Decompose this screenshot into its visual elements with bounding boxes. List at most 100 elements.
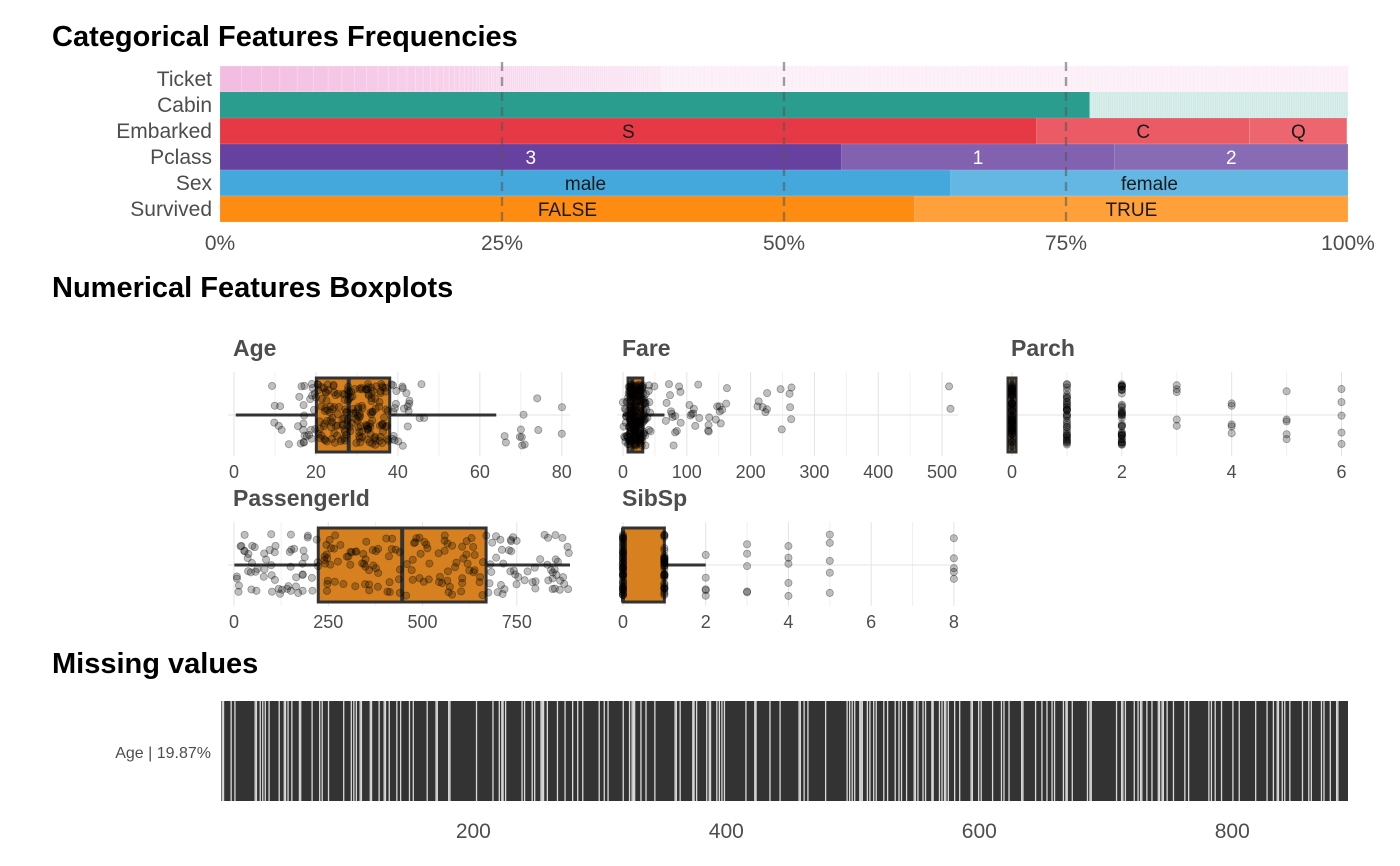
data-point bbox=[296, 439, 305, 448]
data-point bbox=[1008, 384, 1017, 393]
missing-value-mark bbox=[905, 701, 908, 801]
segment-bar bbox=[488, 65, 492, 93]
segment-bar bbox=[1122, 65, 1124, 93]
segment-bar bbox=[1169, 65, 1172, 93]
data-point bbox=[531, 584, 540, 593]
data-point bbox=[410, 539, 419, 548]
data-point bbox=[619, 555, 628, 564]
data-point bbox=[1008, 387, 1017, 396]
data-point bbox=[1062, 397, 1071, 406]
data-point bbox=[501, 438, 510, 447]
data-point bbox=[1062, 394, 1071, 403]
missing-value-mark bbox=[1151, 701, 1153, 801]
data-point bbox=[435, 572, 444, 581]
tick-label: 100 bbox=[672, 462, 702, 482]
segment-bar bbox=[778, 65, 781, 93]
categorical-title: Categorical Features Frequencies bbox=[52, 21, 518, 53]
missing-value-mark bbox=[1086, 701, 1089, 801]
data-point bbox=[630, 416, 639, 425]
segment-bar bbox=[1330, 65, 1333, 93]
data-point bbox=[317, 402, 326, 411]
data-point bbox=[619, 588, 628, 597]
data-point bbox=[390, 404, 399, 413]
missing-value-mark bbox=[1162, 701, 1164, 801]
segment-bar bbox=[1288, 92, 1290, 118]
data-point bbox=[619, 541, 628, 550]
data-point bbox=[639, 428, 648, 437]
data-point bbox=[284, 582, 293, 591]
data-point bbox=[631, 386, 640, 395]
segment-bar bbox=[856, 65, 859, 93]
data-point bbox=[660, 557, 669, 566]
data-point bbox=[405, 399, 414, 408]
data-point bbox=[338, 415, 347, 424]
data-point bbox=[358, 433, 367, 442]
data-point bbox=[776, 385, 785, 394]
data-point bbox=[459, 554, 468, 563]
row-label: Embarked bbox=[116, 120, 212, 143]
segment-bar bbox=[698, 65, 701, 93]
data-point bbox=[634, 391, 643, 400]
data-point bbox=[247, 559, 256, 568]
data-point bbox=[1008, 422, 1017, 431]
row-label: Sex bbox=[176, 172, 213, 195]
segment-bar bbox=[1243, 65, 1246, 93]
segment-bar bbox=[261, 65, 281, 93]
segment-bar bbox=[985, 65, 988, 93]
data-point bbox=[367, 394, 376, 403]
segment-bar bbox=[894, 65, 897, 93]
segment-bar bbox=[720, 65, 722, 93]
data-point bbox=[1117, 382, 1126, 391]
segment-bar bbox=[625, 65, 629, 93]
segment-bar bbox=[759, 65, 762, 93]
data-point bbox=[394, 437, 403, 446]
segment-bar bbox=[767, 65, 770, 93]
missing-value-mark bbox=[723, 701, 726, 801]
data-point bbox=[360, 559, 369, 568]
data-point bbox=[311, 425, 320, 434]
segment-bar bbox=[479, 65, 484, 93]
segment-bar bbox=[1216, 92, 1218, 118]
data-point bbox=[695, 414, 704, 423]
segment-bar bbox=[1109, 65, 1112, 93]
segment-bar bbox=[940, 65, 943, 93]
missing-value-mark bbox=[572, 701, 574, 801]
data-point bbox=[1227, 429, 1236, 438]
missing-value-mark bbox=[1289, 701, 1291, 801]
segment-bar bbox=[581, 65, 584, 93]
data-point bbox=[440, 531, 449, 540]
segment-bar bbox=[1346, 92, 1348, 118]
missing-value-mark bbox=[716, 701, 718, 801]
data-point bbox=[378, 419, 387, 428]
panel-title: Age bbox=[233, 335, 276, 361]
data-point bbox=[484, 588, 493, 597]
data-point bbox=[634, 385, 643, 394]
segment-bar bbox=[1031, 65, 1034, 93]
segment-bar bbox=[904, 65, 906, 93]
data-point bbox=[536, 555, 545, 564]
data-point bbox=[415, 414, 424, 423]
tick-label: 60 bbox=[470, 462, 490, 482]
data-point bbox=[619, 563, 628, 572]
data-point bbox=[371, 436, 380, 445]
data-point bbox=[1008, 426, 1017, 435]
segment-bar bbox=[493, 65, 497, 93]
data-point bbox=[631, 411, 640, 420]
data-point bbox=[635, 432, 644, 441]
data-point bbox=[1227, 420, 1236, 429]
data-point bbox=[1062, 380, 1071, 389]
data-point bbox=[349, 409, 358, 418]
data-point bbox=[404, 407, 413, 416]
freq-row-embarked: Embarked S C Q bbox=[116, 117, 1348, 145]
segment-bar bbox=[495, 65, 499, 93]
data-point bbox=[240, 547, 249, 556]
data-point bbox=[378, 427, 387, 436]
segment-bar bbox=[1002, 65, 1005, 93]
data-point bbox=[321, 404, 330, 413]
data-point bbox=[395, 548, 404, 557]
data-point bbox=[633, 386, 642, 395]
segment-bar bbox=[498, 65, 501, 93]
data-point bbox=[358, 404, 367, 413]
data-point bbox=[383, 435, 392, 444]
segment-bar bbox=[536, 65, 540, 93]
